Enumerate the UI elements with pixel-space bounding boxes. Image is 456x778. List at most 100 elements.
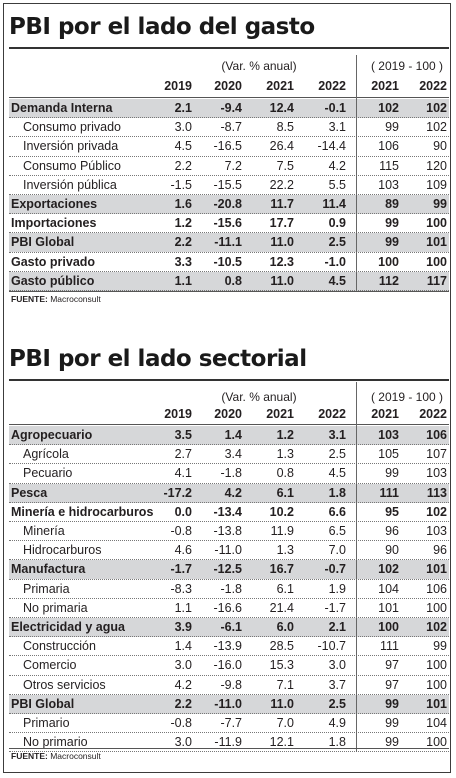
row-value-col-0: 3.5 (174, 428, 192, 442)
row-divider (9, 232, 449, 234)
row-value-col-5: 117 (426, 273, 447, 288)
row-value-col-2: 16.7 (269, 562, 294, 577)
row-value-col-1: -9.8 (220, 677, 242, 692)
table-row: Consumo privado 3.0 -8.7 8.5 3.1 99 102 (9, 118, 449, 137)
row-value-col-4: 115 (379, 158, 399, 173)
gasto-source: FUENTE: Macroconsult (11, 294, 101, 304)
year-header-2: 2021 (266, 79, 294, 93)
table-row: Inversión pública -1.5 -15.5 22.2 5.5 103 109 (9, 176, 449, 195)
row-value-col-0: 0.0 (174, 504, 192, 519)
row-label: Minería (23, 524, 65, 538)
row-divider (9, 174, 449, 176)
table-row: PBI Global 2.2 -11.1 11.0 2.5 99 101 (9, 233, 449, 253)
row-label: Construcción (23, 639, 96, 654)
row-value-col-1: -13.4 (213, 504, 243, 519)
row-value-col-5: 102 (426, 120, 447, 135)
row-value-col-4: 95 (385, 504, 399, 519)
row-value-col-5: 113 (426, 485, 447, 500)
row-value-col-0: 1.6 (174, 197, 192, 211)
row-label: PBI Global (11, 696, 75, 711)
row-value-col-4: 89 (385, 197, 399, 211)
year-header-5: 2022 (419, 407, 447, 421)
row-value-col-0: 2.2 (174, 235, 192, 250)
row-value-col-5: 107 (426, 447, 447, 462)
row-label: Comercio (23, 658, 77, 673)
row-value-col-0: 1.4 (174, 639, 192, 654)
row-value-col-2: 7.1 (276, 677, 294, 692)
row-value-col-2: 6.1 (276, 581, 294, 596)
row-value-col-5: 101 (426, 696, 447, 711)
row-label: Electricidad y agua (11, 620, 125, 634)
row-value-col-0: 2.2 (174, 696, 192, 711)
table-row: Comercio 3.0 -16.0 15.3 3.0 97 100 (9, 656, 449, 675)
row-value-col-1: 1.4 (224, 428, 242, 442)
row-value-col-0: 2.2 (174, 158, 192, 173)
row-value-col-0: 1.1 (174, 600, 192, 615)
row-label: Pesca (11, 485, 48, 500)
row-value-col-5: 100 (426, 216, 447, 231)
row-value-col-3: -1.7 (324, 600, 346, 615)
sectorial-source-label: FUENTE: (11, 751, 48, 761)
table-row: Primario -0.8 -7.7 7.0 4.9 99 104 (9, 714, 449, 733)
table-row: No primario 3.0 -11.9 12.1 1.8 99 100 (9, 733, 449, 752)
row-value-col-1: -13.8 (213, 524, 243, 538)
table-row: Manufactura -1.7 -12.5 16.7 -0.7 102 101 (9, 560, 449, 580)
table-row: Pesca -17.2 4.2 6.1 1.8 111 113 (9, 483, 449, 503)
infographic-frame: PBI por el lado del gasto (Var. % anual)… (3, 3, 451, 773)
row-value-col-5: 90 (433, 139, 447, 154)
row-divider (9, 194, 449, 195)
table-row: Agrícola 2.7 3.4 1.3 2.5 105 107 (9, 445, 449, 464)
row-label: Hidrocarburos (23, 543, 102, 558)
row-divider (9, 482, 449, 484)
table-row: Gasto privado 3.3 -10.5 12.3 -1.0 100 100 (9, 253, 449, 272)
row-value-col-0: 4.2 (174, 677, 192, 692)
row-value-col-5: 109 (426, 177, 447, 192)
row-divider (9, 617, 449, 618)
row-value-col-4: 100 (378, 620, 399, 634)
row-value-col-4: 106 (378, 139, 399, 154)
row-divider (9, 270, 449, 272)
year-header-0: 2019 (164, 407, 192, 421)
row-value-col-3: 2.1 (328, 620, 346, 634)
row-value-col-1: -11.0 (214, 543, 242, 558)
row-value-col-4: 97 (385, 677, 399, 692)
row-value-col-0: 3.9 (174, 620, 192, 634)
row-value-col-2: 11.7 (270, 197, 294, 211)
row-value-col-4: 103 (378, 177, 399, 192)
row-value-col-5: 102 (426, 620, 447, 634)
row-value-col-2: 1.3 (276, 447, 294, 462)
row-value-col-5: 106 (426, 581, 447, 596)
row-value-col-1: -20.8 (213, 197, 243, 211)
row-value-col-3: 6.5 (328, 524, 346, 538)
row-value-col-4: 111 (379, 639, 399, 654)
year-header-1: 2020 (214, 79, 242, 93)
row-value-col-2: 11.0 (270, 235, 294, 250)
row-value-col-1: -15.5 (213, 177, 243, 192)
table-row: Inversión privada 4.5 -16.5 26.4 -14.4 106 90 (9, 137, 449, 156)
row-divider (9, 578, 449, 580)
gasto-header-rule (9, 97, 449, 98)
row-value-col-1: -9.4 (220, 101, 242, 115)
table-row: Electricidad y agua 3.9 -6.1 6.0 2.1 100 102 (9, 618, 449, 637)
row-label: Consumo privado (23, 120, 121, 135)
row-value-col-4: 99 (385, 466, 399, 481)
row-value-col-4: 103 (378, 428, 399, 442)
row-value-col-0: 3.3 (174, 254, 192, 269)
row-value-col-1: -16.0 (213, 658, 243, 673)
row-value-col-3: 2.5 (328, 447, 346, 462)
row-value-col-4: 101 (378, 600, 399, 615)
row-label: No primaria (23, 600, 88, 615)
row-value-col-0: 3.0 (174, 658, 192, 673)
row-value-col-5: 101 (426, 235, 447, 250)
row-divider (9, 540, 449, 542)
row-label: Primario (23, 716, 70, 730)
row-divider (9, 501, 449, 503)
row-label: No primario (23, 735, 88, 750)
table-row: PBI Global 2.2 -11.0 11.0 2.5 99 101 (9, 694, 449, 714)
row-value-col-0: 4.5 (174, 139, 192, 154)
row-value-col-2: 10.2 (269, 504, 294, 519)
row-value-col-3: 4.5 (328, 273, 346, 288)
row-value-col-2: 1.3 (276, 543, 294, 558)
row-divider (9, 636, 449, 638)
row-divider (9, 213, 449, 215)
